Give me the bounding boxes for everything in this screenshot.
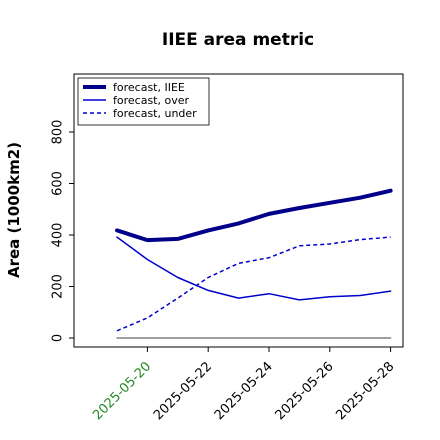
y-tick-label: 600 <box>51 171 66 196</box>
y-axis: 0 200 400 600 800 <box>51 120 74 342</box>
series-line-forecast-over <box>116 236 392 301</box>
plot-frame <box>73 73 404 348</box>
y-tick-label: 200 <box>51 274 66 299</box>
legend-label: forecast, over <box>113 94 189 107</box>
x-tick-label: 2025-05-20 <box>90 359 154 423</box>
series-line-forecast-under <box>116 236 391 332</box>
series-line-forecast-iiee <box>115 188 393 243</box>
x-tick-label: 2025-05-26 <box>273 359 337 423</box>
chart-title: IIEE area metric <box>162 30 314 50</box>
x-tick-label: 2025-05-24 <box>212 359 276 423</box>
x-tick-label: 2025-05-22 <box>151 359 215 423</box>
legend-label: forecast, IIEE <box>113 81 185 94</box>
legend-label: forecast, under <box>113 107 197 120</box>
series-layer <box>115 188 393 339</box>
x-axis: 2025-05-202025-05-222025-05-242025-05-26… <box>90 347 397 423</box>
y-axis-label: Area (1000km2) <box>5 142 23 278</box>
y-tick-label: 400 <box>51 223 66 248</box>
x-tick-label: 2025-05-28 <box>333 359 397 423</box>
y-tick-label: 0 <box>51 334 66 342</box>
y-tick-label: 800 <box>51 120 66 145</box>
